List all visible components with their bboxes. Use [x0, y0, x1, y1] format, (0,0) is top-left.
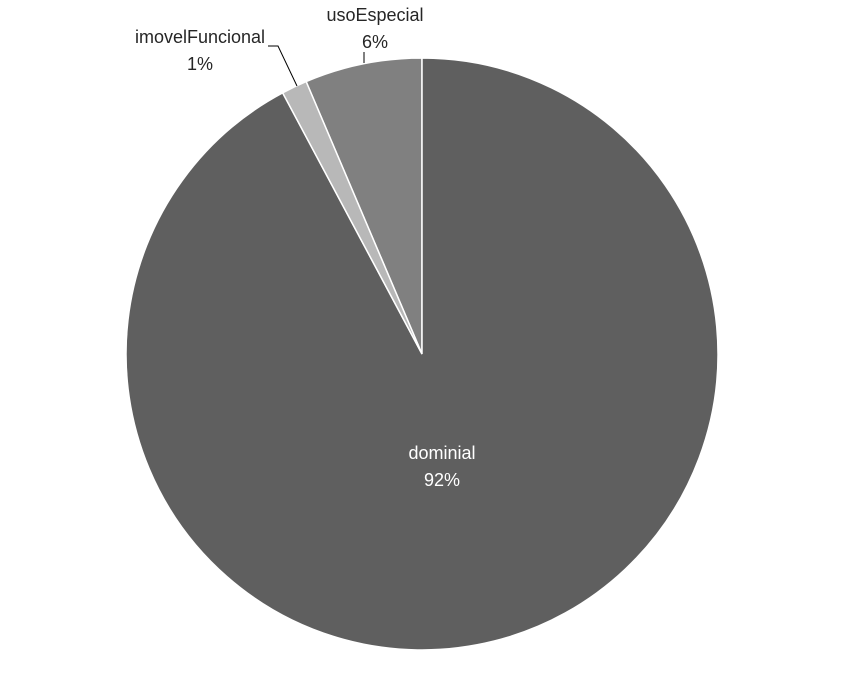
data-label-usoEspecial: usoEspecial: [326, 5, 423, 25]
data-label-imovelFuncional: imovelFuncional: [135, 27, 265, 47]
leader-line-imovelFuncional: [268, 45, 298, 87]
pie-slice-usoEspecial: [305, 57, 423, 355]
slices-layer: [125, 57, 719, 651]
data-label-percent-usoEspecial: 6%: [362, 32, 388, 52]
data-label-percent-imovelFuncional: 1%: [187, 54, 213, 74]
pie-slice-imovelFuncional: [281, 80, 423, 355]
data-label-percent-dominial: 92%: [424, 470, 460, 490]
leader-lines-layer: [268, 45, 365, 87]
data-label-dominial: dominial: [408, 443, 475, 463]
data-labels-layer: usoEspecial 6% dominial 92% imovelFuncional 1…: [135, 5, 476, 490]
